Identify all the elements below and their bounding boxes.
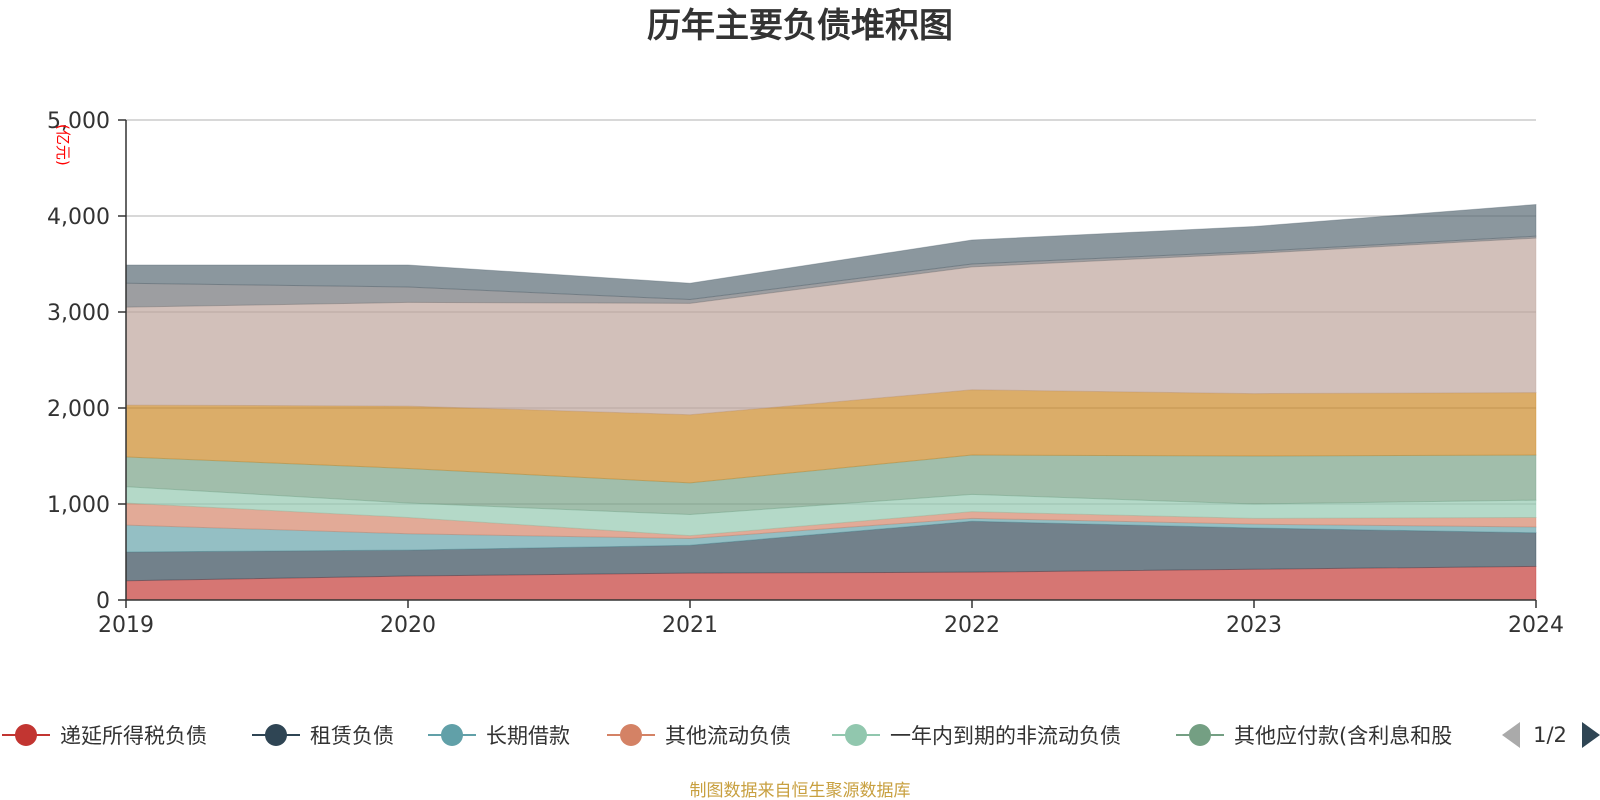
x-tick-label-5: 2024 <box>1508 613 1564 638</box>
legend-page-indicator: 1/2 <box>1533 723 1567 747</box>
y-tick-label-2: 2,000 <box>47 397 110 422</box>
x-tick-label-1: 2020 <box>380 613 436 638</box>
legend-prev-page-icon[interactable] <box>1502 722 1520 748</box>
y-axis-unit-label: (亿元) <box>54 124 72 166</box>
legend-marker-icon <box>15 724 37 746</box>
legend-marker-icon <box>620 724 642 746</box>
legend-item-5[interactable]: 其他应付款(含利息和股 <box>1176 724 1452 748</box>
legend-item-0[interactable]: 递延所得税负债 <box>2 724 207 748</box>
y-tick-label-5: 5,000 <box>47 109 110 134</box>
legend: 递延所得税负债 租赁负债 长期借款 其他流动负债 一年内到期的非流动负债 其他应付款(含利… <box>2 724 1452 748</box>
legend-item-3[interactable]: 其他流动负债 <box>607 724 791 748</box>
y-tick-label-0: 0 <box>96 589 110 614</box>
x-tick-label-0: 2019 <box>98 613 154 638</box>
legend-marker-icon <box>1189 724 1211 746</box>
legend-label-3: 其他流动负债 <box>665 724 791 748</box>
legend-label-2: 长期借款 <box>486 724 570 748</box>
y-tick-label-4: 4,000 <box>47 205 110 230</box>
legend-pager: 1/2 <box>1502 722 1600 748</box>
x-tick-label-2: 2021 <box>662 613 718 638</box>
legend-next-page-icon[interactable] <box>1582 722 1600 748</box>
x-tick-label-4: 2023 <box>1226 613 1282 638</box>
legend-label-5: 其他应付款(含利息和股 <box>1234 724 1452 748</box>
legend-marker-icon <box>441 724 463 746</box>
legend-label-0: 递延所得税负债 <box>60 724 207 748</box>
legend-item-1[interactable]: 租赁负债 <box>252 724 394 748</box>
legend-marker-icon <box>265 724 287 746</box>
area-series <box>125 203 1537 601</box>
y-tick-label-1: 1,000 <box>47 493 110 518</box>
legend-label-1: 租赁负债 <box>310 724 394 748</box>
chart-title: 历年主要负债堆积图 <box>647 6 953 46</box>
data-source-note: 制图数据来自恒生聚源数据库 <box>690 781 911 800</box>
legend-marker-icon <box>845 724 867 746</box>
legend-label-4: 一年内到期的非流动负债 <box>890 724 1121 748</box>
legend-item-2[interactable]: 长期借款 <box>428 724 570 748</box>
axes: 0 1,000 2,000 3,000 4,000 5,000 2019 2020 2021 20… <box>47 109 1564 638</box>
area-series-9 <box>125 203 1537 301</box>
y-tick-label-3: 3,000 <box>47 301 110 326</box>
legend-item-4[interactable]: 一年内到期的非流动负债 <box>832 724 1121 748</box>
x-tick-label-3: 2022 <box>944 613 1000 638</box>
